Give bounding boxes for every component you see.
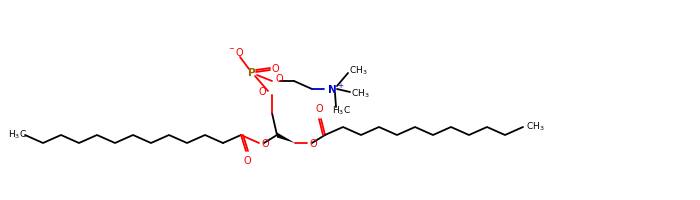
Text: O: O bbox=[309, 139, 316, 149]
Text: N$^+$: N$^+$ bbox=[327, 82, 344, 96]
Text: CH$_3$: CH$_3$ bbox=[526, 121, 545, 133]
Text: O: O bbox=[243, 156, 251, 166]
Text: O: O bbox=[258, 87, 266, 97]
Text: H$_3$C: H$_3$C bbox=[8, 129, 27, 141]
Text: P: P bbox=[248, 68, 256, 78]
Text: O: O bbox=[261, 139, 269, 149]
Text: O: O bbox=[275, 74, 283, 84]
Text: CH$_3$: CH$_3$ bbox=[351, 88, 370, 100]
Text: $^-$O: $^-$O bbox=[227, 46, 245, 58]
Polygon shape bbox=[277, 132, 295, 143]
Text: O: O bbox=[315, 104, 323, 114]
Text: O: O bbox=[271, 64, 279, 74]
Text: CH$_3$: CH$_3$ bbox=[349, 65, 368, 77]
Text: H$_3$C: H$_3$C bbox=[332, 105, 351, 117]
